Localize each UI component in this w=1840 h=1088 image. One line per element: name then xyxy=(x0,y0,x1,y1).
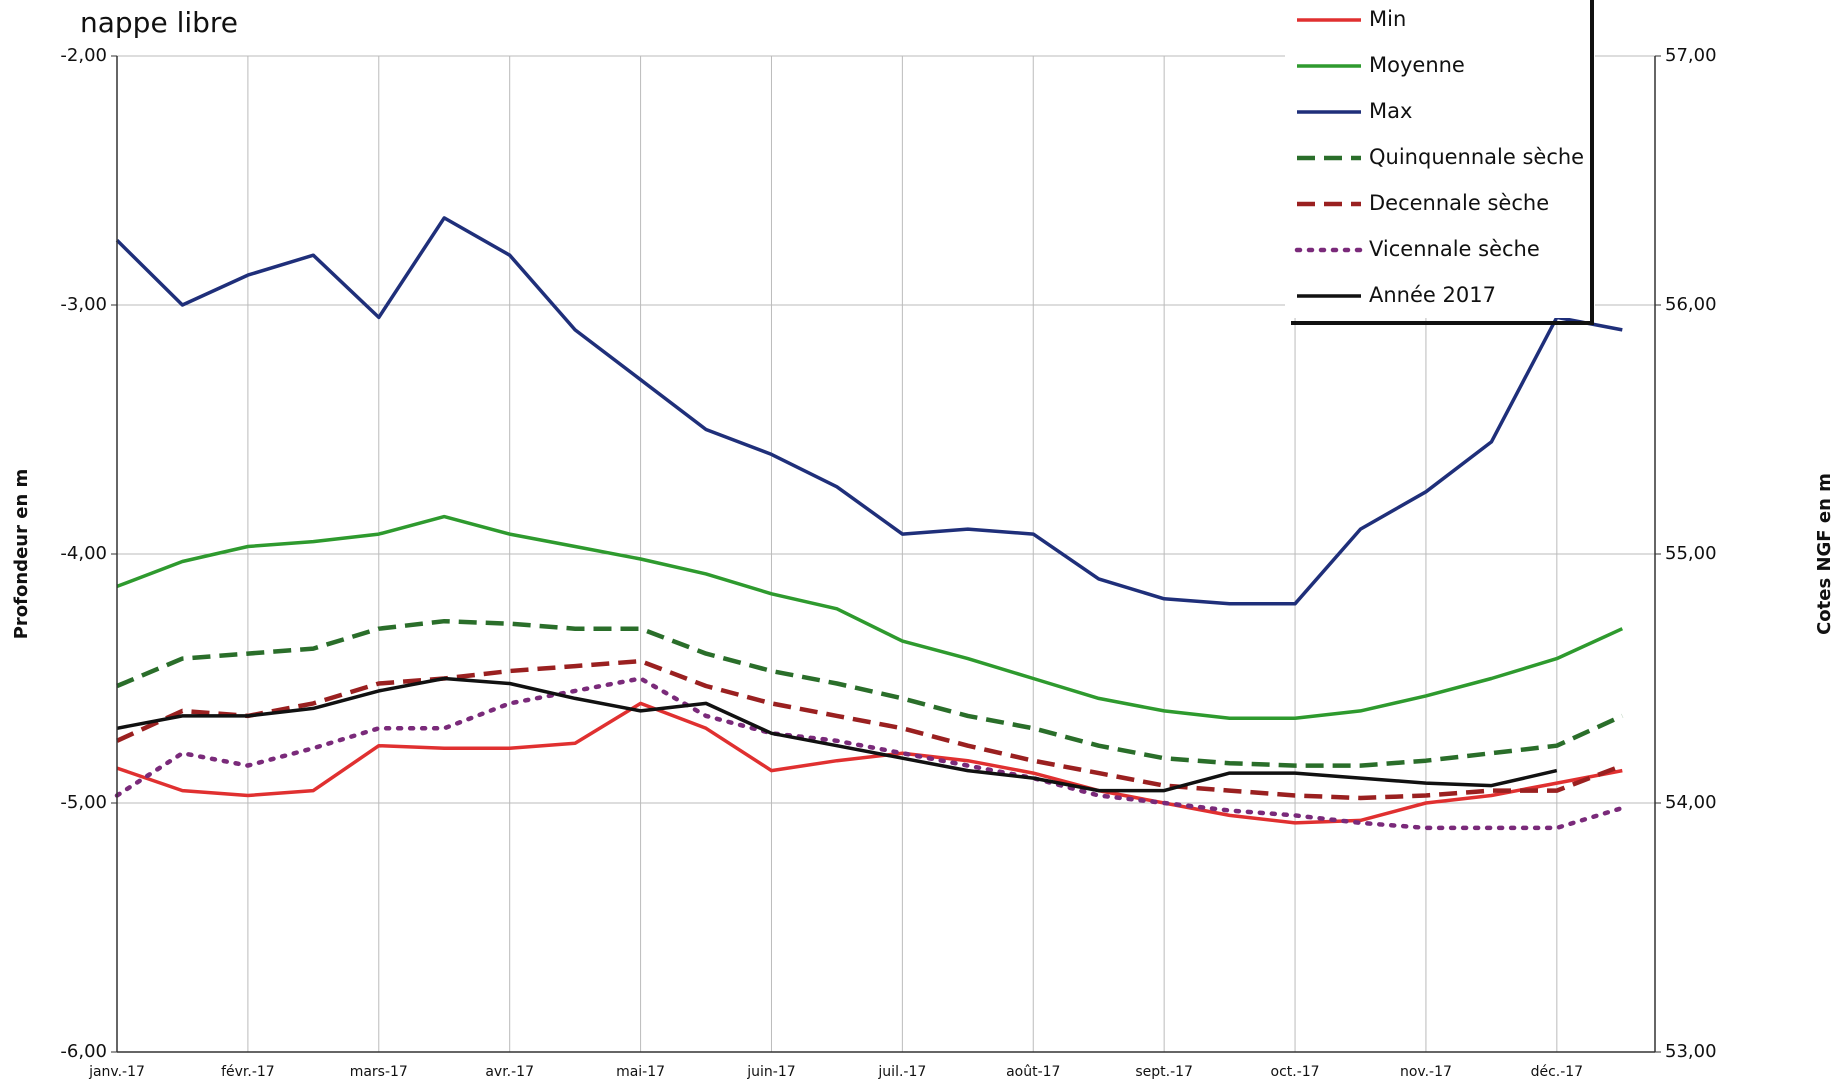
series-line xyxy=(114,676,1625,831)
y-tick-label: -3,00 xyxy=(60,294,107,315)
series-line xyxy=(115,216,1623,606)
x-tick-label: févr.-17 xyxy=(221,1064,275,1080)
x-tick-label: sept.-17 xyxy=(1135,1064,1193,1080)
y2-tick-label: 54,00 xyxy=(1665,792,1717,813)
x-tick-label: déc.-17 xyxy=(1531,1064,1584,1080)
legend-label: Min xyxy=(1369,7,1406,31)
x-tick-label: juin-17 xyxy=(746,1064,795,1080)
y-tick-label: -5,00 xyxy=(60,792,107,813)
y2-tick-label: 55,00 xyxy=(1665,543,1717,564)
legend-label: Moyenne xyxy=(1369,53,1465,77)
y-tick-label: -4,00 xyxy=(60,543,107,564)
x-tick-label: mai-17 xyxy=(616,1064,665,1080)
x-tick-label: août-17 xyxy=(1006,1064,1060,1080)
y-tick-label: -2,00 xyxy=(60,45,107,66)
x-tick-label: juil.-17 xyxy=(877,1064,926,1080)
y-axis-label: Profondeur en m xyxy=(11,469,32,640)
series-line xyxy=(116,514,1624,721)
x-tick-label: avr.-17 xyxy=(485,1064,534,1080)
y2-tick-label: 53,00 xyxy=(1665,1041,1717,1062)
y-tick-label: -6,00 xyxy=(60,1041,107,1062)
legend-label: Decennale sèche xyxy=(1369,191,1549,215)
lines xyxy=(114,216,1625,831)
x-tick-label: mars-17 xyxy=(350,1064,408,1080)
legend: Min Moyenne Max Quinquennale sèche Decennale… xyxy=(1294,7,1584,307)
series-line xyxy=(116,658,1624,801)
series-line xyxy=(116,701,1623,825)
series-line xyxy=(116,676,1558,793)
y2-tick-label: 56,00 xyxy=(1665,294,1717,315)
chart-title: nappe libre xyxy=(80,6,238,39)
x-tick-label: janv.-17 xyxy=(88,1064,145,1080)
legend-label: Quinquennale sèche xyxy=(1369,145,1584,169)
y2-axis-label: Cotes NGF en m xyxy=(1814,473,1835,635)
series-line xyxy=(116,618,1624,768)
legend-label: Année 2017 xyxy=(1369,283,1496,307)
legend-label: Max xyxy=(1369,99,1412,123)
y2-tick-label: 57,00 xyxy=(1665,45,1717,66)
legend-label: Vicennale sèche xyxy=(1369,237,1540,261)
x-tick-label: nov.-17 xyxy=(1400,1064,1452,1080)
x-tick-label: oct.-17 xyxy=(1271,1064,1320,1080)
